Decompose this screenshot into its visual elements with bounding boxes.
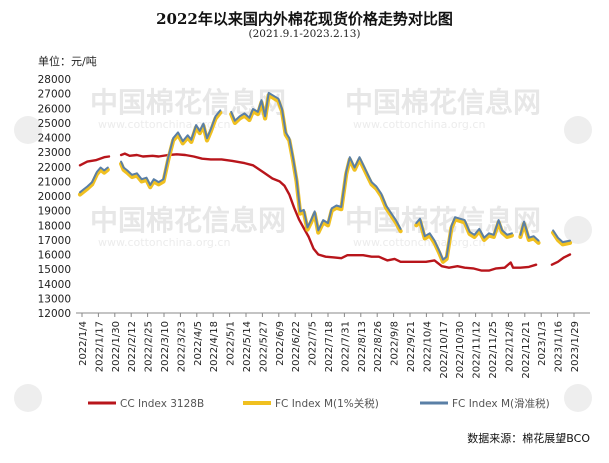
watermark-url: www.cottonchina.org.cn (98, 236, 230, 249)
x-tick-label: 2022/2/25 (144, 321, 155, 372)
x-tick-label: 2022/11/12 (472, 321, 483, 379)
series-line-fc-slide (79, 91, 571, 261)
y-tick-label: 14000 (38, 279, 71, 291)
x-tick-label: 2023/1/29 (570, 321, 581, 372)
y-tick-label: 12000 (38, 308, 71, 320)
unit-label: 单位：元/吨 (38, 55, 97, 68)
y-tick-label: 13000 (38, 293, 71, 305)
x-tick-label: 2022/10/4 (422, 321, 433, 372)
y-tick-label: 25000 (38, 118, 71, 130)
x-tick-label: 2022/5/14 (242, 321, 253, 372)
y-axis-ticks: 12000 13000 14000 15000 16000 17000 18000 19000… (38, 74, 71, 320)
y-tick-label: 17000 (38, 235, 71, 247)
x-tick-label: 2022/9/8 (390, 321, 401, 366)
x-tick-label: 2022/6/22 (291, 321, 302, 372)
watermark-url: www.cottonchina.org.cn (353, 236, 485, 249)
x-tick-label: 2022/3/23 (176, 321, 187, 372)
y-tick-label: 23000 (38, 147, 71, 159)
watermark-logo-icon (564, 216, 592, 244)
legend-label: FC Index M(1%关税) (275, 397, 379, 410)
x-axis: 2022/1/4 2022/1/17 2022/1/30 2022/2/12 2022/… (76, 312, 590, 379)
legend-label: FC Index M(滑准税) (452, 397, 550, 410)
x-tick-label: 2022/1/4 (78, 321, 89, 366)
data-source: 数据来源：棉花展望BCO (467, 432, 590, 445)
x-tick-label: 2022/1/17 (94, 321, 105, 372)
x-tick-label: 2022/10/30 (455, 321, 466, 379)
x-tick-label: 2022/8/26 (373, 321, 384, 372)
watermark-layer: 中国棉花信息网www.cottonchina.org.cn中国棉花信息网www.… (14, 86, 592, 412)
chart-subtitle: (2021.9.1-2023.2.13) (248, 28, 361, 40)
x-tick-label: 2022/9/21 (406, 321, 417, 372)
y-tick-label: 28000 (38, 74, 71, 86)
y-tick-label: 27000 (38, 89, 71, 101)
chart-legend: CC Index 3128B FC Index M(1%关税) FC Index M… (88, 397, 550, 410)
y-tick-label: 26000 (38, 103, 71, 115)
x-tick-label: 2022/12/21 (521, 321, 532, 379)
watermark-logo-icon (564, 116, 592, 144)
x-tick-label: 2022/8/13 (357, 321, 368, 372)
watermark-text: 中国棉花信息网 (90, 204, 286, 237)
x-tick-label: 2022/7/18 (324, 321, 335, 372)
y-tick-label: 19000 (38, 206, 71, 218)
legend-label: CC Index 3128B (120, 398, 204, 410)
x-tick-label: 2022/6/9 (275, 321, 286, 366)
y-tick-label: 21000 (38, 176, 71, 188)
x-tick-label: 2022/4/5 (193, 321, 204, 366)
chart-title: 2022年以来国内外棉花现货价格走势对比图 (156, 10, 453, 28)
x-tick-label: 2022/12/8 (504, 321, 515, 372)
series-lines (77, 91, 573, 272)
watermark-url: www.cottonchina.org.cn (353, 118, 485, 131)
watermark-logo-icon (14, 384, 42, 412)
y-tick-label: 18000 (38, 220, 71, 232)
x-tick-label: 2023/1/16 (554, 321, 565, 372)
watermark-text: 中国棉花信息网 (345, 86, 541, 119)
y-tick-label: 24000 (38, 133, 71, 145)
y-tick-label: 22000 (38, 162, 71, 174)
watermark-text: 中国棉花信息网 (345, 204, 541, 237)
x-tick-label: 2022/10/17 (439, 321, 450, 379)
series-line-cc-index (78, 152, 572, 272)
x-tick-label: 2022/7/31 (340, 321, 351, 372)
x-tick-label: 2022/5/1 (226, 321, 237, 366)
x-tick-label: 2023/1/3 (537, 321, 548, 366)
y-tick-label: 15000 (38, 264, 71, 276)
x-tick-label: 2022/11/25 (488, 321, 499, 379)
x-tick-label: 2022/1/30 (111, 321, 122, 372)
x-tick-label: 2022/2/12 (127, 321, 138, 372)
y-tick-label: 20000 (38, 191, 71, 203)
watermark-logo-icon (14, 116, 42, 144)
x-tick-label: 2022/4/18 (209, 321, 220, 372)
x-tick-label: 2022/7/5 (308, 321, 319, 366)
x-tick-label: 2022/3/10 (160, 321, 171, 372)
watermark-logo-icon (564, 384, 592, 412)
x-tick-label: 2022/5/27 (258, 321, 269, 372)
y-tick-label: 16000 (38, 250, 71, 262)
